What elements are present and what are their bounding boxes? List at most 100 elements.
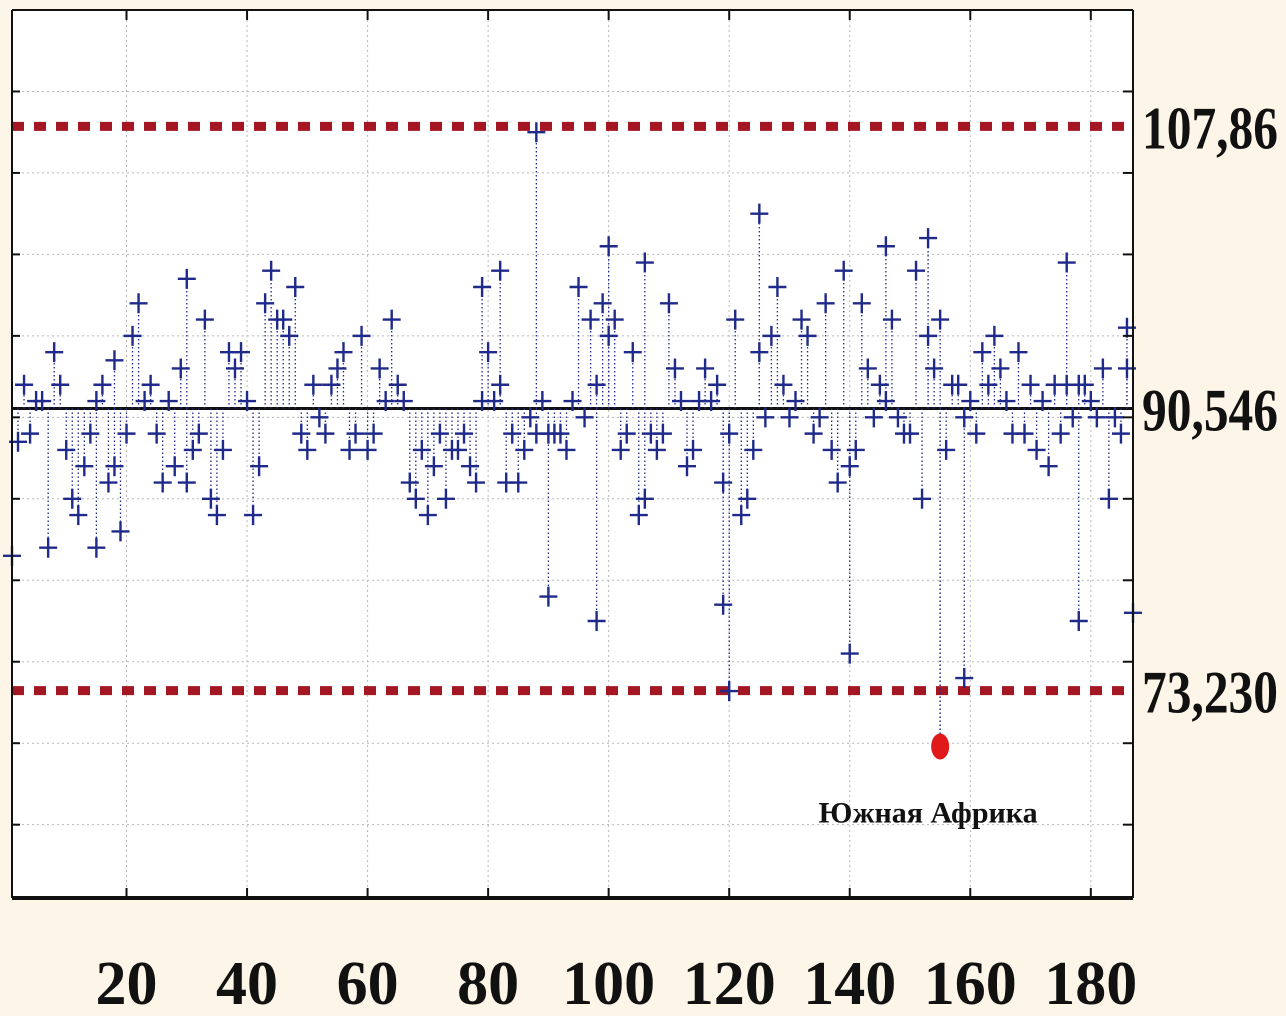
- data-point: [798, 325, 817, 346]
- data-point: [653, 423, 672, 444]
- data-point: [171, 358, 190, 379]
- data-point: [1009, 342, 1028, 363]
- data-point: [370, 358, 389, 379]
- data-point: [87, 391, 106, 412]
- data-point: [1015, 423, 1034, 444]
- data-point: [973, 342, 992, 363]
- data-point: [870, 374, 889, 395]
- data-point: [418, 505, 437, 526]
- data-point: [840, 643, 859, 664]
- data-point: [232, 342, 251, 363]
- data-point: [671, 391, 690, 412]
- plot-frame: [11, 9, 1134, 900]
- data-point: [352, 325, 371, 346]
- data-point: [744, 439, 763, 460]
- data-point: [340, 439, 359, 460]
- data-point: [1027, 439, 1046, 460]
- data-point: [238, 391, 257, 412]
- data-point: [1075, 374, 1094, 395]
- data-point: [87, 537, 106, 558]
- data-point: [539, 586, 558, 607]
- data-point: [611, 439, 630, 460]
- data-point: [1051, 423, 1070, 444]
- data-series: [3, 122, 1142, 760]
- data-point: [135, 391, 154, 412]
- data-point: [635, 488, 654, 509]
- data-point: [617, 423, 636, 444]
- data-point: [1111, 423, 1130, 444]
- data-point: [997, 391, 1016, 412]
- data-point: [129, 293, 148, 314]
- data-point: [461, 456, 480, 477]
- data-point: [364, 423, 383, 444]
- labels: Южная Африка 20 40 60 80 100 120 140 160 180 107,8…: [96, 95, 1278, 1016]
- data-point: [286, 276, 305, 297]
- data-point: [702, 391, 721, 412]
- data-point: [919, 228, 938, 249]
- data-point: [1033, 391, 1052, 412]
- data-point: [388, 374, 407, 395]
- x-tick-label: 120: [683, 950, 776, 1016]
- x-tick-label: 40: [216, 950, 278, 1016]
- data-point: [15, 374, 34, 395]
- center-line-label: 90,546: [1142, 377, 1278, 443]
- data-point: [1069, 611, 1088, 632]
- data-point: [346, 423, 365, 444]
- data-point: [979, 374, 998, 395]
- data-point: [985, 325, 1004, 346]
- outlier-label: Южная Африка: [819, 796, 1038, 829]
- data-point: [328, 358, 347, 379]
- x-tick-label: 20: [96, 950, 158, 1016]
- data-point: [684, 439, 703, 460]
- data-point: [316, 423, 335, 444]
- data-point: [491, 260, 510, 281]
- data-point: [991, 358, 1010, 379]
- data-point: [569, 276, 588, 297]
- data-point: [298, 439, 317, 460]
- data-point: [696, 358, 715, 379]
- data-point: [750, 203, 769, 224]
- data-point: [726, 309, 745, 330]
- data-point: [1021, 374, 1040, 395]
- data-point: [51, 374, 70, 395]
- data-point: [63, 488, 82, 509]
- data-point: [105, 456, 124, 477]
- data-point: [931, 309, 950, 330]
- data-point: [774, 374, 793, 395]
- data-point: [358, 439, 377, 460]
- data-point: [382, 309, 401, 330]
- x-tick-label: 100: [562, 950, 655, 1016]
- data-point: [183, 439, 202, 460]
- data-point: [961, 391, 980, 412]
- data-point: [436, 488, 455, 509]
- data-point: [105, 350, 124, 371]
- data-point: [949, 374, 968, 395]
- data-point: [587, 611, 606, 632]
- data-point: [955, 668, 974, 689]
- data-point: [1099, 488, 1118, 509]
- data-point: [647, 439, 666, 460]
- data-point: [659, 293, 678, 314]
- data-point: [623, 342, 642, 363]
- data-point: [587, 374, 606, 395]
- data-point: [720, 681, 739, 702]
- data-point: [322, 374, 341, 395]
- data-point: [925, 358, 944, 379]
- data-point: [207, 505, 226, 526]
- data-point: [177, 472, 196, 493]
- x-tick-label: 160: [924, 950, 1017, 1016]
- data-point: [913, 488, 932, 509]
- data-point: [485, 391, 504, 412]
- data-point: [1081, 391, 1100, 412]
- data-point: [708, 374, 727, 395]
- data-point: [159, 391, 178, 412]
- data-point: [786, 391, 805, 412]
- data-point: [665, 358, 684, 379]
- data-point: [467, 472, 486, 493]
- data-point: [768, 276, 787, 297]
- data-point: [780, 407, 799, 428]
- data-point: [274, 309, 293, 330]
- upper-limit-label: 107,86: [1142, 95, 1278, 161]
- lower-limit-label: 73,230: [1142, 660, 1278, 726]
